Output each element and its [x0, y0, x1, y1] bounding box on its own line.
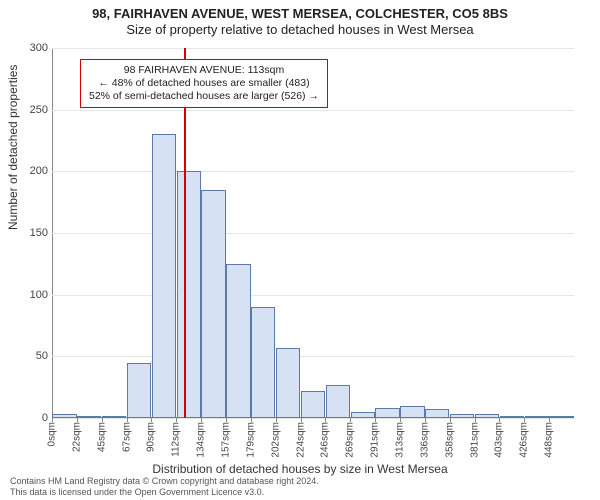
y-axis-label: Number of detached properties: [6, 65, 20, 230]
histogram-bar: [301, 391, 325, 418]
gridline: [52, 233, 574, 234]
histogram-bar: [525, 416, 549, 418]
gridline: [52, 356, 574, 357]
histogram-bar: [500, 416, 524, 418]
title-block: 98, FAIRHAVEN AVENUE, WEST MERSEA, COLCH…: [0, 0, 600, 37]
histogram-bar: [102, 416, 126, 418]
histogram-bar: [201, 190, 225, 418]
x-axis-label: Distribution of detached houses by size …: [0, 462, 600, 476]
xtick-label: 403sqm: [494, 422, 505, 458]
gridline: [52, 110, 574, 111]
annotation-line: 52% of semi-detached houses are larger (…: [89, 90, 319, 103]
gridline: [52, 171, 574, 172]
xtick-label: 381sqm: [469, 422, 480, 458]
gridline: [52, 48, 574, 49]
annotation-line: ← 48% of detached houses are smaller (48…: [89, 77, 319, 90]
histogram-bar: [400, 406, 424, 418]
xtick-label: 22sqm: [71, 422, 82, 452]
xtick-label: 45sqm: [96, 422, 107, 452]
title-subtitle: Size of property relative to detached ho…: [0, 22, 600, 37]
xtick-label: 112sqm: [171, 422, 182, 457]
histogram-bar: [375, 408, 399, 418]
xtick-label: 0sqm: [47, 422, 58, 446]
xtick-label: 134sqm: [196, 422, 207, 458]
histogram-bar: [475, 414, 499, 418]
ytick-label: 100: [8, 289, 48, 301]
xtick-label: 179sqm: [245, 422, 256, 458]
gridline: [52, 295, 574, 296]
ytick-label: 250: [8, 104, 48, 116]
annotation-line: 98 FAIRHAVEN AVENUE: 113sqm: [89, 64, 319, 77]
xtick-label: 67sqm: [121, 422, 132, 452]
ytick-label: 200: [8, 165, 48, 177]
histogram-bar: [425, 409, 449, 418]
histogram-bar: [251, 307, 275, 418]
chart-area: 0501001502002503000sqm22sqm45sqm67sqm90s…: [52, 48, 574, 418]
xtick-label: 336sqm: [419, 422, 430, 458]
footer: Contains HM Land Registry data © Crown c…: [10, 476, 319, 498]
ytick-label: 300: [8, 42, 48, 54]
xtick-label: 269sqm: [345, 422, 356, 458]
ytick-label: 150: [8, 227, 48, 239]
xtick-label: 448sqm: [544, 422, 555, 458]
xtick-label: 313sqm: [395, 422, 406, 458]
histogram-bar: [226, 264, 250, 418]
plot-area: 0501001502002503000sqm22sqm45sqm67sqm90s…: [52, 48, 574, 418]
histogram-bar: [177, 171, 201, 418]
histogram-bar: [152, 134, 176, 418]
histogram-bar: [77, 416, 101, 418]
annotation-box: 98 FAIRHAVEN AVENUE: 113sqm← 48% of deta…: [80, 59, 328, 108]
xtick-label: 90sqm: [146, 422, 157, 452]
gridline: [52, 418, 574, 419]
footer-line2: This data is licensed under the Open Gov…: [10, 487, 319, 498]
title-address: 98, FAIRHAVEN AVENUE, WEST MERSEA, COLCH…: [0, 6, 600, 21]
histogram-bar: [127, 363, 151, 419]
histogram-bar: [326, 385, 350, 418]
xtick-label: 426sqm: [519, 422, 530, 458]
histogram-bar: [450, 414, 474, 418]
xtick-label: 157sqm: [221, 422, 232, 458]
histogram-bar: [549, 416, 573, 418]
ytick-label: 0: [8, 412, 48, 424]
histogram-bar: [351, 412, 375, 418]
xtick-label: 358sqm: [444, 422, 455, 458]
xtick-label: 202sqm: [270, 422, 281, 458]
xtick-label: 224sqm: [295, 422, 306, 458]
histogram-bar: [276, 348, 300, 418]
xtick-label: 246sqm: [320, 422, 331, 458]
xtick-label: 291sqm: [370, 422, 381, 458]
footer-line1: Contains HM Land Registry data © Crown c…: [10, 476, 319, 487]
histogram-bar: [52, 414, 76, 418]
ytick-label: 50: [8, 350, 48, 362]
